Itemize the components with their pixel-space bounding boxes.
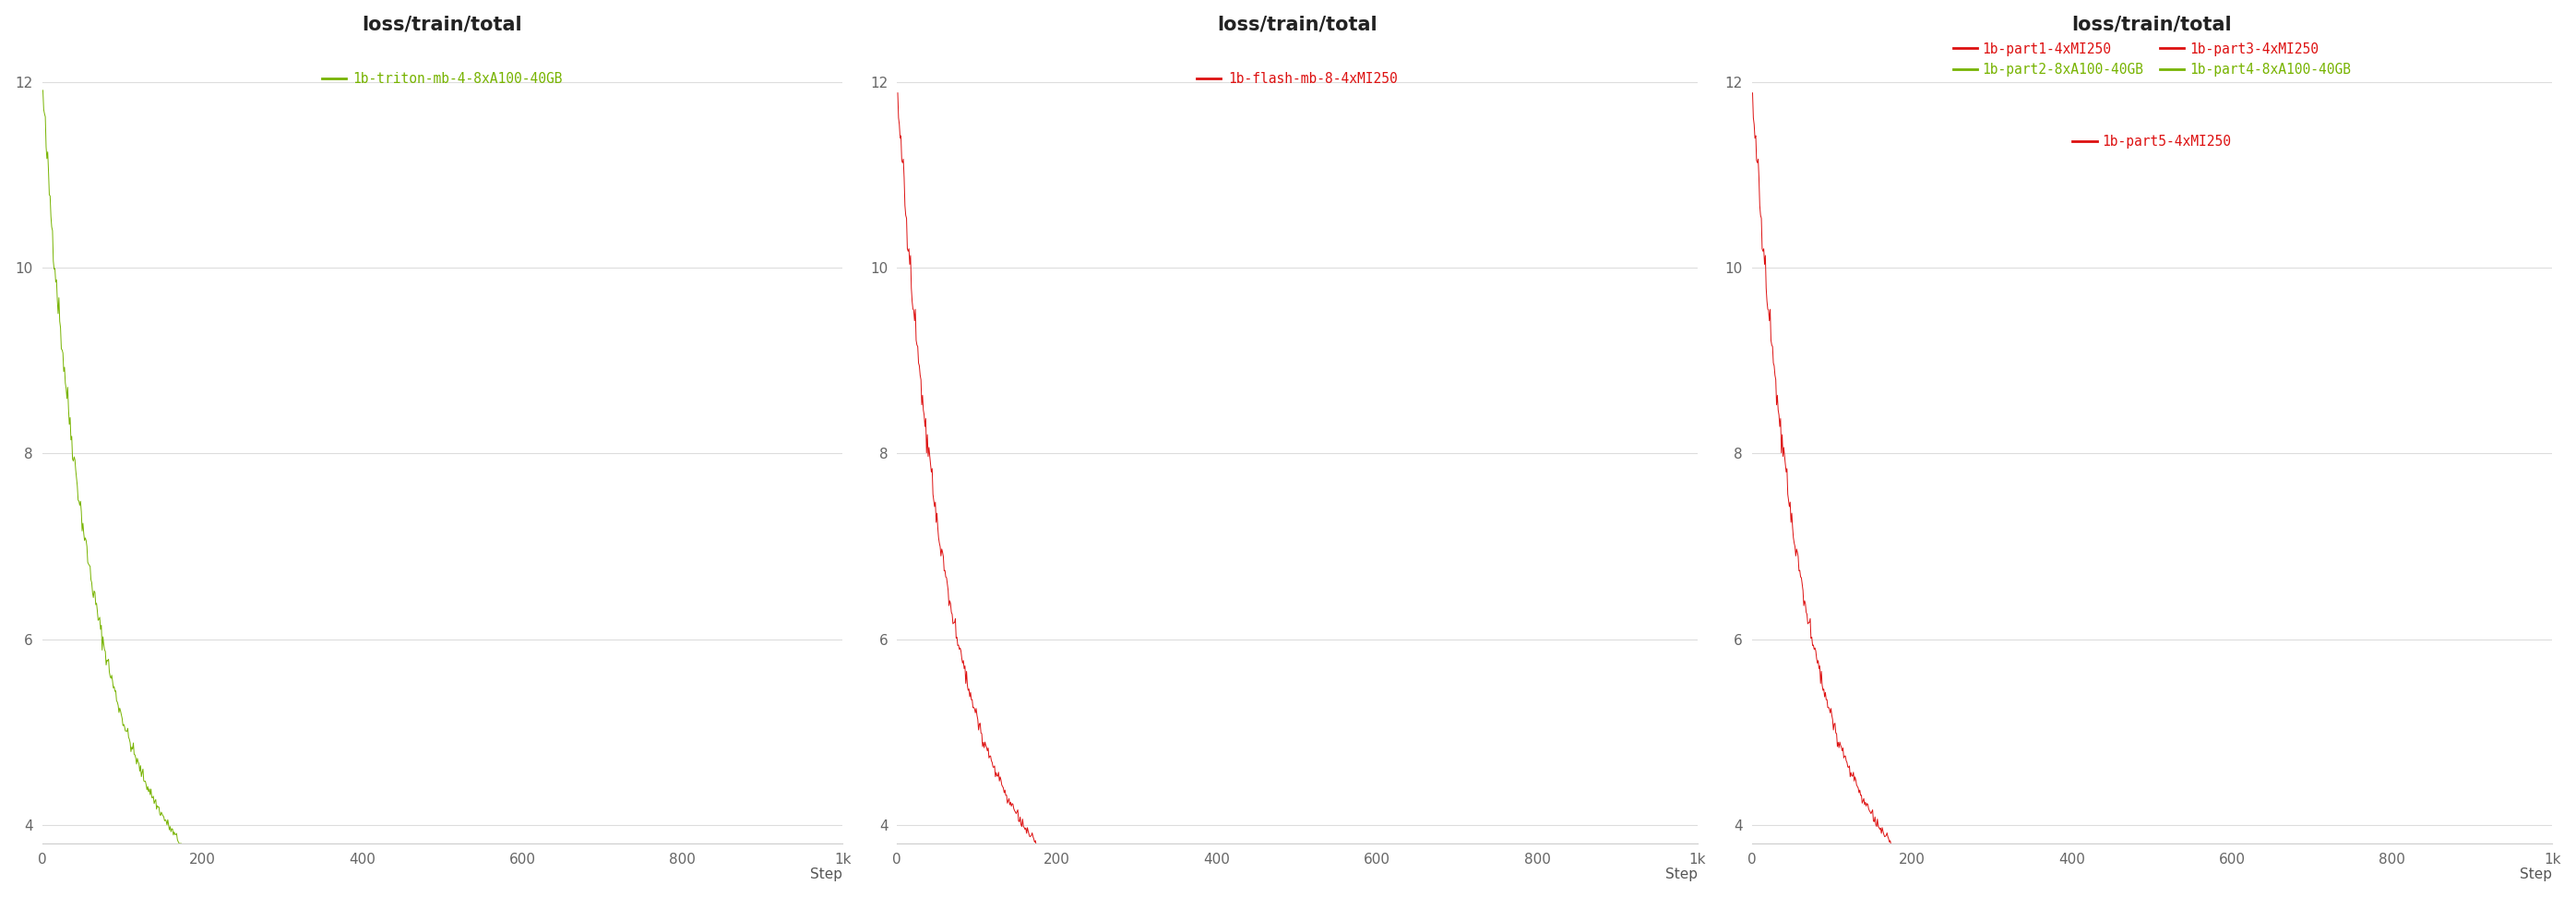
X-axis label: Step: Step [1664,867,1698,882]
Title: loss/train/total: loss/train/total [2071,15,2231,34]
X-axis label: Step: Step [809,867,842,882]
Legend: 1b-part5-4xMI250: 1b-part5-4xMI250 [2074,135,2231,149]
Title: loss/train/total: loss/train/total [363,15,523,34]
Title: loss/train/total: loss/train/total [1216,15,1378,34]
X-axis label: Step: Step [2519,867,2553,882]
Legend: 1b-triton-mb-4-8xA100-40GB: 1b-triton-mb-4-8xA100-40GB [317,66,569,91]
Legend: 1b-flash-mb-8-4xMI250: 1b-flash-mb-8-4xMI250 [1193,66,1404,91]
